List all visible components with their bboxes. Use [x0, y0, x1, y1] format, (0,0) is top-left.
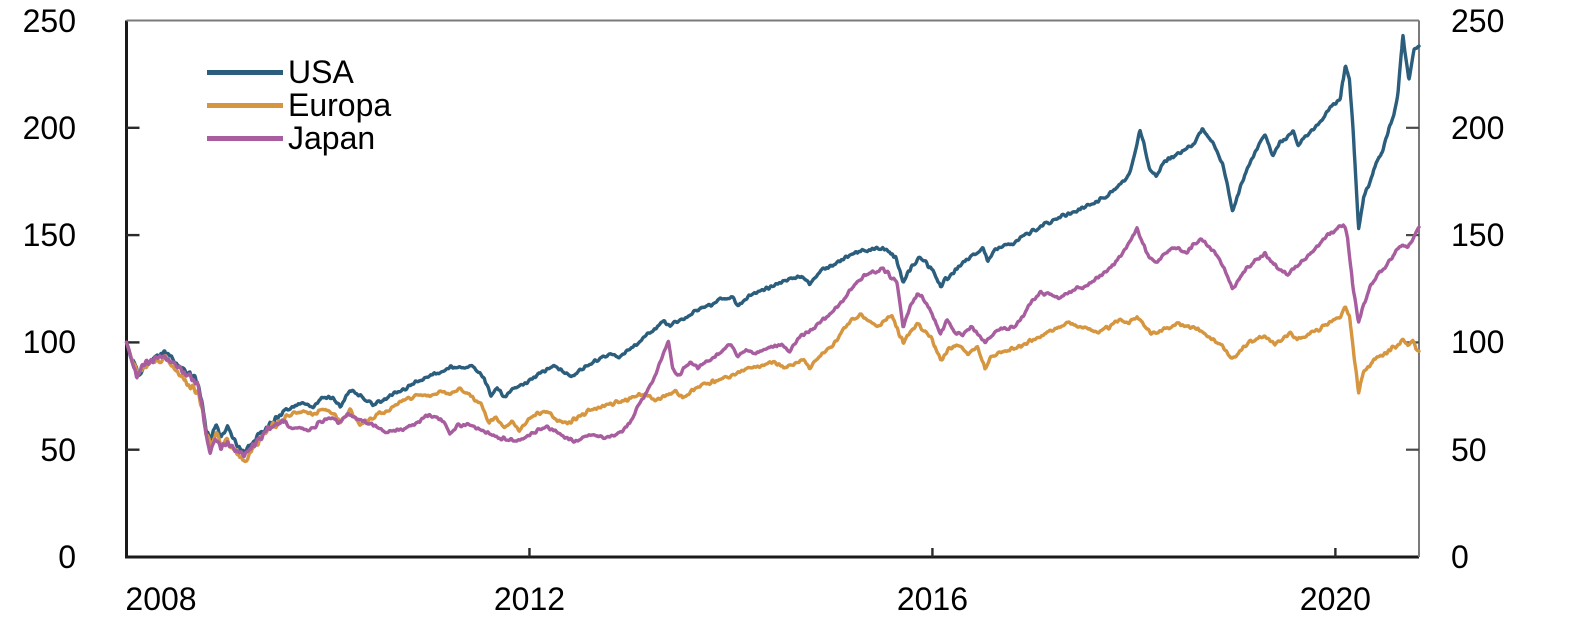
europa-legend-label: Europa: [288, 87, 392, 123]
x-axis-label: 2008: [125, 581, 197, 617]
usa-legend-line-icon: [207, 70, 283, 75]
europa-series-line: [124, 305, 1421, 464]
y-axis-label-left: 150: [22, 217, 76, 254]
y-axis-label-left: 250: [22, 2, 76, 39]
y-axis-label-right: 100: [1451, 324, 1505, 361]
y-axis-label-right: 150: [1451, 217, 1505, 254]
y-axis-label-left: 0: [58, 539, 76, 575]
x-axis-label: 2012: [493, 581, 566, 617]
legend-item-europa: Europa: [207, 89, 391, 122]
y-axis-label-left: 50: [40, 431, 76, 468]
legend-item-japan: Japan: [207, 122, 391, 155]
europa-legend-line-icon: [207, 103, 283, 108]
usa-series-line: [124, 33, 1421, 456]
usa-legend-label: USA: [288, 54, 354, 90]
y-axis-label-left: 200: [22, 109, 76, 146]
y-axis-label-right: 50: [1451, 431, 1487, 468]
legend-item-usa: USA: [207, 56, 391, 89]
y-axis-label-right: 200: [1451, 109, 1505, 146]
japan-series-line: [124, 223, 1421, 459]
x-axis-label: 2016: [896, 581, 969, 617]
japan-legend-label: Japan: [288, 120, 376, 156]
japan-legend-line-icon: [207, 136, 283, 141]
x-axis-label: 2020: [1299, 581, 1371, 617]
y-axis-label-left: 100: [22, 324, 76, 361]
y-axis-label-right: 0: [1451, 539, 1469, 575]
legend: USA Europa Japan: [207, 56, 391, 155]
y-axis-label-right: 250: [1451, 2, 1505, 39]
